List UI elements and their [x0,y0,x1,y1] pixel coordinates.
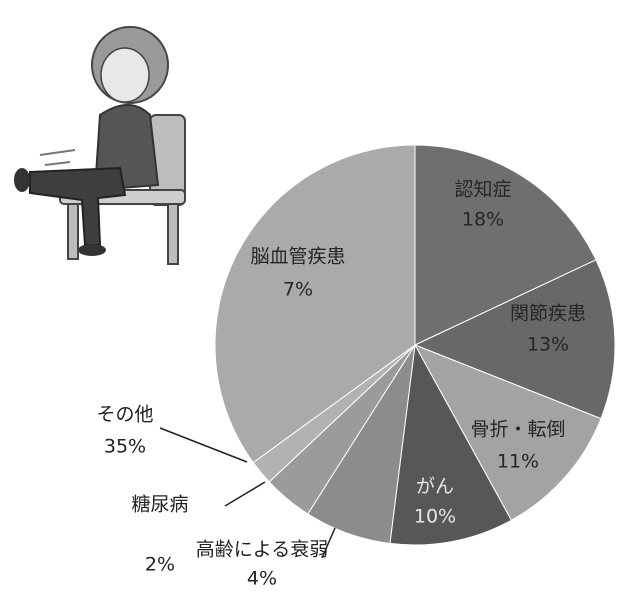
chart: 認知症 18% 関節疾患 13% 骨折・転倒 11% がん 10% 脳血管疾患 7% 高齢による衰弱… [0,0,621,593]
slice-value: 13% [527,334,569,356]
slice-value: 2% [145,554,175,576]
leader-line [160,428,247,462]
illustration [14,27,185,264]
slice-label: その他 [96,404,153,426]
slice-label: 糖尿病 [131,494,188,516]
slice-label: 脳血管疾患 [250,246,345,268]
slice-value: 11% [497,451,539,473]
page: {"chart_data": {"type": "pie", "categori… [0,0,621,597]
slice-label: 関節疾患 [510,303,586,325]
slice-value: 4% [247,568,277,590]
slice-value: 10% [414,506,456,528]
leader-line [225,482,265,506]
slice-label: 高齢による衰弱 [196,539,328,561]
slice-label: 認知症 [454,179,511,201]
slice-value: 35% [104,436,146,458]
slice-label: 骨折・転倒 [470,419,565,441]
slice-value: 18% [462,209,504,231]
slice-value: 7% [283,279,313,301]
slice-label: がん [416,476,454,498]
